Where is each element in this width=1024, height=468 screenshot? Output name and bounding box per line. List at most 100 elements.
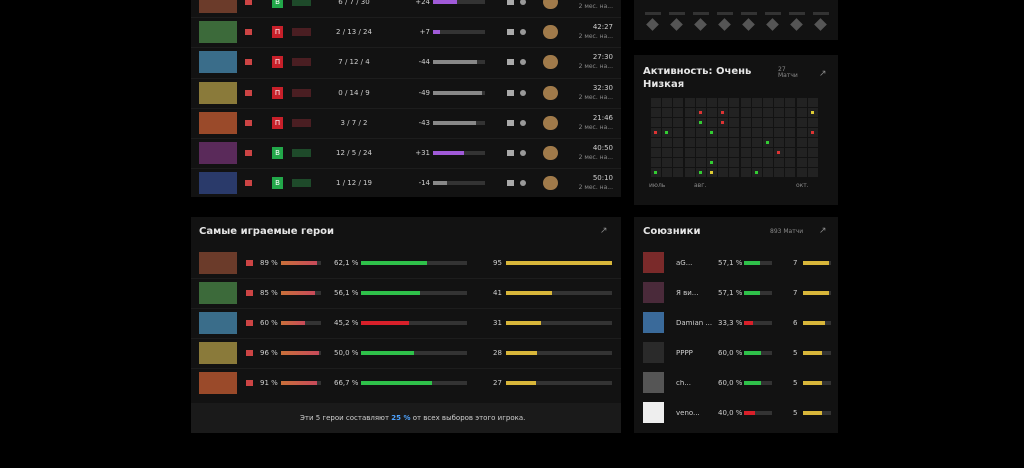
activity-cell [729,138,740,147]
role-icon [245,180,252,187]
time: 40:50 [592,144,613,152]
activity-cell [673,138,684,147]
matches-bar [803,261,830,265]
activity-cell [729,158,740,167]
delta-bar [433,30,440,35]
month: июль [649,182,666,189]
role-icon [246,260,253,266]
open-icon[interactable]: ↗ [819,226,827,236]
ally-avatar [643,402,664,423]
allies-title: Союзники [643,226,701,237]
row-sep [191,168,621,170]
winrate: 57,1 % [718,289,743,297]
delta-bar [433,120,476,125]
activity-cell [774,168,785,177]
winrate: 56,1 % [334,289,359,297]
rank-badge [543,0,558,9]
result: П [272,26,283,39]
matches-bar-bg [506,381,612,385]
activity-cell [763,128,773,137]
activity-cell [718,108,729,117]
activity-cell [785,108,796,117]
activity-dot [721,111,725,114]
winrate: 40,0 % [718,409,743,417]
party-icon [507,59,514,66]
pick: 91 % [260,379,278,387]
hero-image [199,342,237,364]
ago: 2 мес. на... [578,123,613,131]
delta-bar-bg [433,181,485,186]
ally-name[interactable]: ch... [676,380,691,387]
hero-image [199,312,237,334]
ally-name[interactable]: PPPP [676,350,693,357]
activity-cell [807,138,818,147]
activity-cell [796,128,807,137]
rank-bar [645,12,661,15]
activity-cell [796,168,807,177]
ago: 2 мес. на... [578,184,613,192]
rank-panel [634,0,838,40]
pick-bar [281,261,317,265]
delta-bar [433,181,447,186]
allies-panel [634,217,838,433]
open-icon[interactable]: ↗ [600,226,608,236]
rank-bar [813,12,829,15]
matches-bar [803,411,822,415]
ally-name[interactable]: aG... [676,260,693,267]
row-sep [191,338,621,339]
delta: +31 [415,149,430,157]
activity-cell [695,158,706,167]
open-icon[interactable]: ↗ [819,69,827,79]
row-sep [191,368,621,369]
pick: 85 % [260,289,278,297]
matches-bar [506,381,537,385]
matches: 27 [493,379,502,387]
result: В [272,147,283,159]
matches: 6 [793,319,798,327]
rank-bar [741,12,757,15]
hero-image [199,282,237,304]
delta: -44 [418,58,430,67]
allies-count: 893 Матчи [770,228,804,235]
activity-cell [763,108,773,117]
lane-icon [292,88,311,97]
activity-cell [763,158,773,167]
matches: 28 [493,349,502,357]
party-icon [507,150,514,156]
activity-cell [729,118,740,127]
activity-cell [774,118,785,127]
winrate: 60,0 % [718,349,743,357]
activity-cell [774,128,785,137]
footer-text: Эти 5 герои составляют 25 % от всех выбо… [300,415,525,422]
player-icon [520,29,526,36]
activity-cell [774,148,785,157]
ally-name[interactable]: Я ви... [676,290,699,297]
delta: +24 [415,0,430,6]
ally-name[interactable]: Damian ... [676,320,713,327]
ally-avatar [643,342,664,363]
winrate: 45,2 % [334,319,359,327]
footer-share: 25 % [391,414,411,422]
activity-cell [751,108,762,117]
hero-image [199,0,237,13]
ago: 2 мес. на... [578,93,613,101]
activity-cell [662,118,673,127]
activity-cell [662,158,673,167]
matches: 95 [493,259,502,267]
hero-image [199,142,237,164]
winrate-bar [361,351,414,355]
activity-cell [651,158,661,167]
activity-cell [740,128,751,137]
activity-cell [807,98,818,107]
delta-bar [433,151,464,155]
activity-cell [763,118,773,127]
ally-name[interactable]: veno... [676,410,700,417]
party-icon [507,89,514,96]
row-sep [191,138,621,139]
heroes-title: Самые играемые герои [199,226,335,237]
activity-cell [707,148,717,157]
role-icon [245,119,252,126]
result: П [272,56,283,69]
activity-cell [729,98,740,107]
activity-cell [707,138,717,147]
